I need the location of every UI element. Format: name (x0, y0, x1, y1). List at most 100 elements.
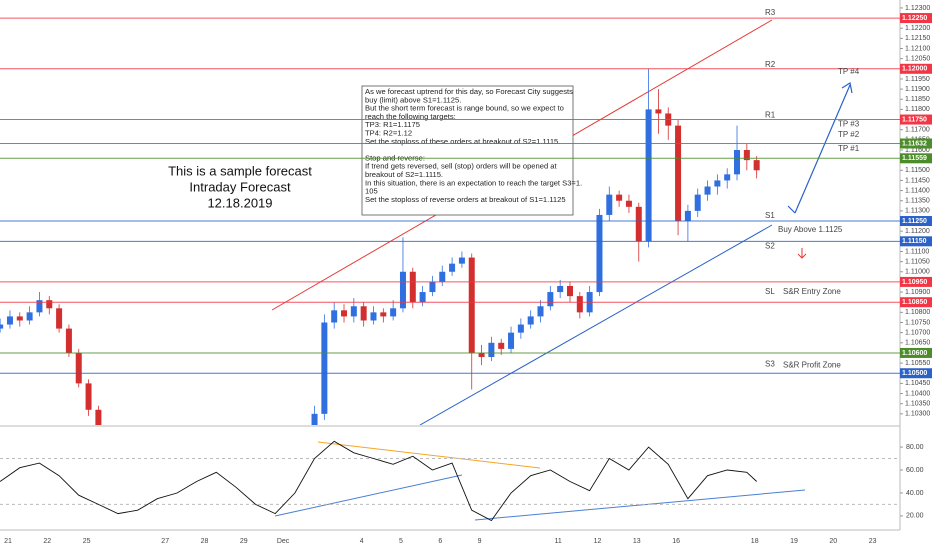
rsi-tick-label: 20.00 (906, 513, 924, 520)
rsi-pane (0, 440, 900, 522)
note-line: TP4: R2=1.12 (365, 129, 412, 138)
candle-body (95, 409, 102, 425)
x-tick-label: 5 (399, 538, 403, 545)
level-label: 1.10500 (902, 370, 927, 377)
note-line: breakout of S2=1.1115. (365, 170, 443, 179)
forecast-arrow (794, 84, 851, 214)
price-pane (0, 19, 853, 425)
level-label: 1.10950 (902, 279, 927, 286)
candle-body (439, 271, 446, 282)
candle-body (517, 324, 524, 333)
x-tick-label: 18 (751, 538, 759, 545)
level-name: S1 (765, 211, 775, 220)
x-tick-label: 13 (633, 538, 641, 545)
y-tick-label: 1.10900 (905, 289, 930, 296)
x-tick-label: 20 (829, 538, 837, 545)
level-label-box (900, 153, 932, 164)
y-tick-label: 1.11700 (905, 127, 930, 134)
note-box (361, 85, 574, 216)
candle-body (527, 316, 534, 325)
y-tick-label: 1.10800 (905, 309, 930, 316)
x-tick-label: 29 (240, 538, 248, 545)
level-label-box (900, 236, 932, 247)
level-name: SL (765, 287, 775, 296)
level-label: 1.11250 (902, 218, 927, 225)
y-tick-label: 1.10750 (905, 319, 930, 326)
target-label: TP #3 (838, 120, 860, 129)
x-tick-label: 21 (4, 538, 12, 545)
rsi-trend-line (474, 489, 806, 521)
candle-body (684, 210, 691, 222)
rsi-tick-label: 80.00 (906, 444, 924, 451)
level-label: 1.11750 (902, 116, 927, 123)
y-tick-label: 1.10550 (905, 360, 930, 367)
candle-body (16, 316, 23, 321)
candle-body (399, 271, 406, 309)
level-label: 1.10600 (902, 350, 927, 357)
candle-body (645, 109, 652, 242)
rsi-trend-line (274, 474, 463, 517)
level-label-box (900, 114, 932, 125)
y-tick-label: 1.11850 (905, 96, 930, 103)
x-tick-label: 9 (478, 538, 482, 545)
candle-body (26, 312, 33, 321)
y-tick-label: 1.11050 (905, 258, 930, 265)
note-line: If trend gets reversed, sell (stop) orde… (365, 162, 558, 171)
candle-body (350, 306, 357, 317)
candle-body (714, 180, 721, 187)
candle-body (409, 271, 416, 303)
note-line: Set the stoploss of reverse orders at br… (365, 195, 566, 204)
y-tick-label: 1.12200 (905, 25, 930, 32)
level-label: 1.12000 (902, 66, 927, 73)
candle-body (596, 214, 603, 293)
y-tick-label: 1.12300 (905, 5, 930, 12)
y-tick-label: 1.12150 (905, 35, 930, 42)
trend-line (419, 224, 773, 425)
candle-body (0, 324, 4, 329)
candle-body (458, 257, 465, 264)
note-line: reach the following targets: (365, 112, 456, 121)
y-tick-label: 1.11500 (905, 167, 930, 174)
rsi-tick-label: 60.00 (906, 467, 924, 474)
note-line: 105 (365, 187, 378, 196)
x-tick-label: 19 (790, 538, 798, 545)
candle-body (704, 186, 711, 195)
y-tick-label: 1.10450 (905, 380, 930, 387)
candle-body (85, 383, 92, 410)
candle-body (341, 310, 348, 317)
candle-body (724, 174, 731, 181)
headline: This is a sample forecast (168, 163, 312, 178)
y-tick-label: 1.11400 (905, 187, 930, 194)
candle-body (694, 194, 701, 211)
note-line: As we forecast uptrend for this day, so … (365, 87, 573, 96)
candle-body (75, 352, 82, 384)
y-tick-label: 1.11600 (905, 147, 930, 154)
y-tick-label: 1.10700 (905, 329, 930, 336)
y-tick-label: 1.11800 (905, 106, 930, 113)
level-label-box (900, 297, 932, 308)
candle-body (537, 306, 544, 317)
level-name: S3 (765, 359, 775, 368)
level-name: R2 (765, 60, 776, 69)
y-tick-label: 1.11200 (905, 228, 930, 235)
x-tick-label: 27 (161, 538, 169, 545)
target-label: TP #2 (838, 130, 860, 139)
level-name: R3 (765, 8, 776, 17)
candle-body (616, 194, 623, 201)
x-tick-label: 11 (555, 538, 562, 545)
y-tick-label: 1.12050 (905, 55, 930, 62)
candle-body (606, 194, 613, 215)
candle-body (566, 285, 573, 297)
candle-body (360, 306, 367, 321)
candle-body (449, 263, 456, 272)
level-label: 1.11150 (902, 238, 927, 245)
candle-body (655, 109, 662, 114)
level-label-box (900, 63, 932, 74)
candle-body (321, 322, 328, 414)
note-line: In this situation, there is an expectati… (365, 178, 582, 187)
y-tick-label: 1.11100 (905, 248, 929, 255)
y-tick-label: 1.11000 (905, 269, 930, 276)
candle-body (478, 352, 485, 358)
x-tick-label: 25 (83, 538, 91, 545)
